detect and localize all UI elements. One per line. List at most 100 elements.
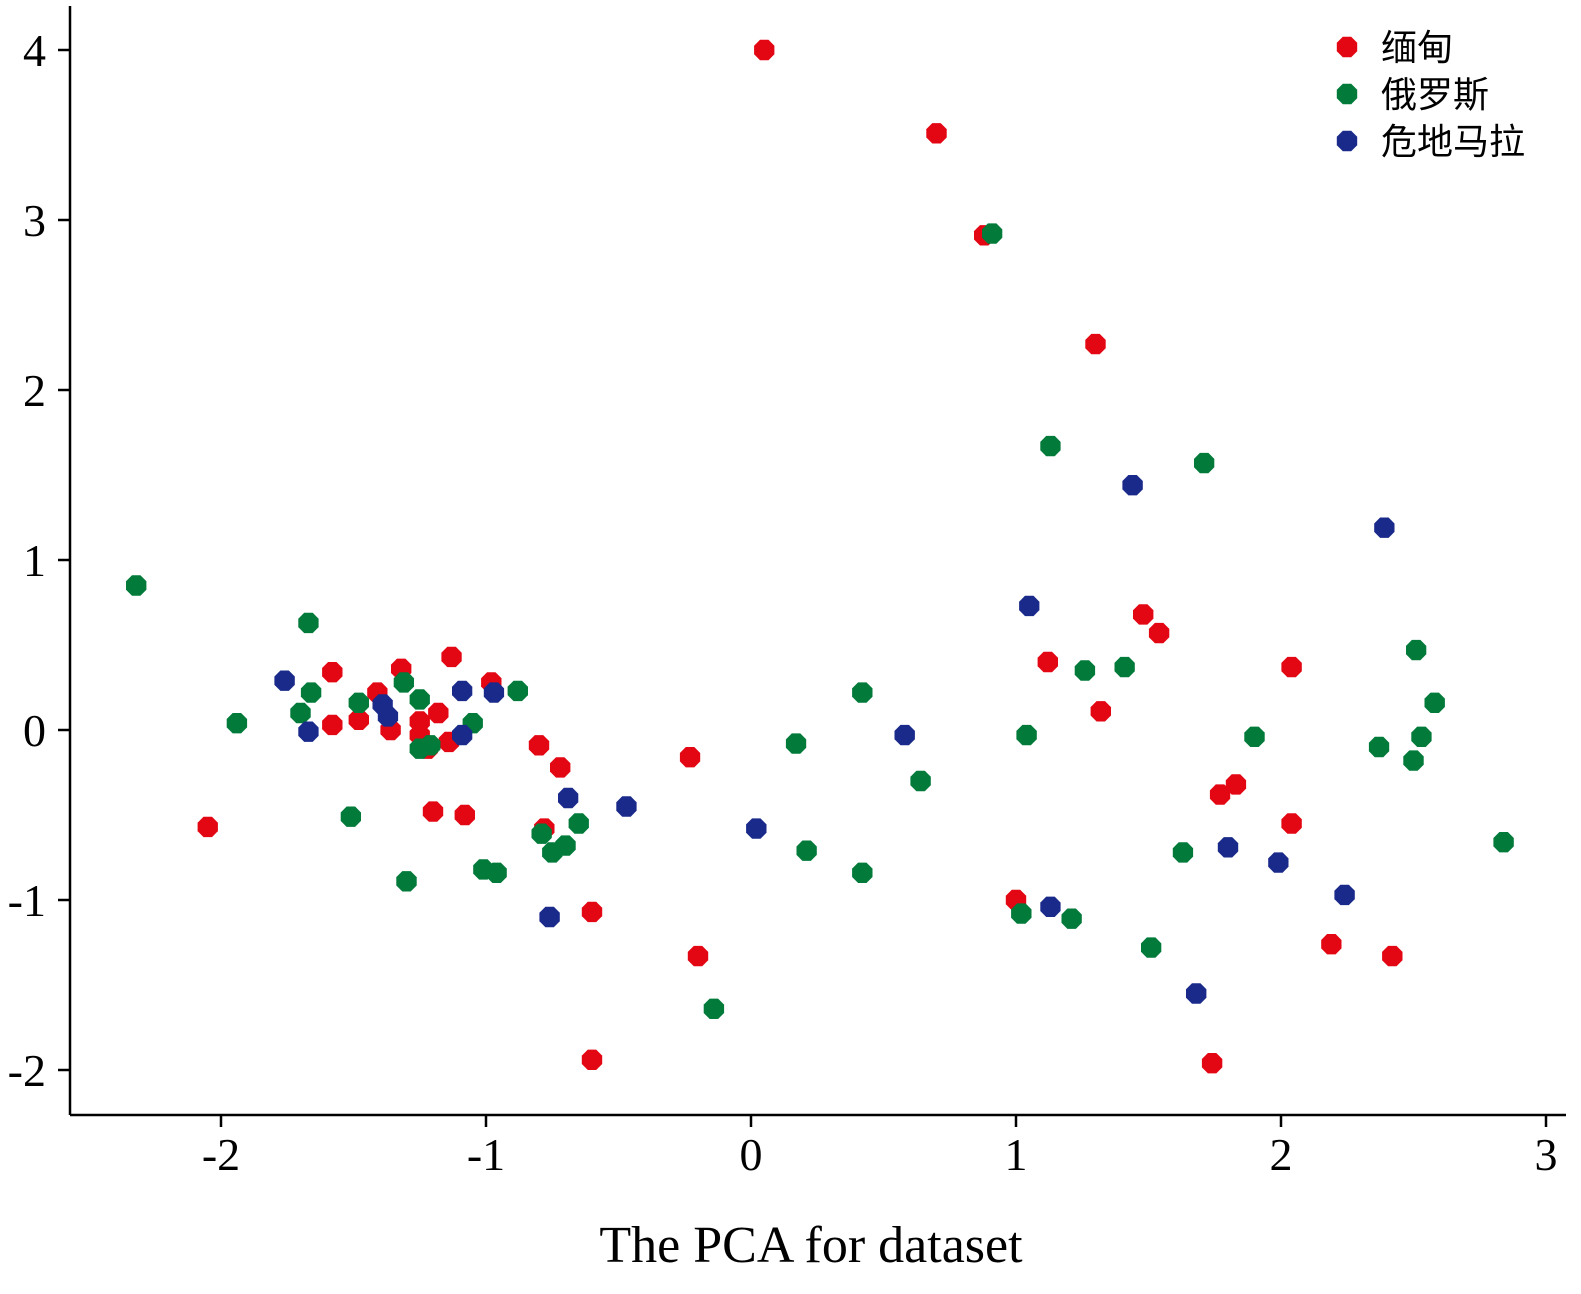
- data-point: [1217, 837, 1239, 858]
- data-point: [679, 747, 701, 768]
- data-point: [1321, 934, 1342, 955]
- data-point: [1403, 750, 1424, 771]
- data-point: [1019, 595, 1040, 617]
- data-point: [1037, 651, 1058, 673]
- data-point: [420, 735, 441, 756]
- data-point: [226, 713, 248, 734]
- data-point: [1268, 852, 1289, 873]
- data-point: [754, 39, 775, 61]
- x-tick-label: 3: [1535, 1129, 1558, 1180]
- y-tick-label: 3: [23, 195, 46, 246]
- data-point: [1382, 945, 1403, 967]
- data-point: [1493, 832, 1514, 853]
- data-point: [507, 680, 528, 702]
- x-axis: -2 -1 0 1 2 3: [70, 1113, 1566, 1180]
- data-point: [1172, 842, 1194, 863]
- data-point: [298, 612, 319, 634]
- data-point: [1244, 726, 1265, 747]
- data-point: [531, 823, 552, 844]
- data-point: [1148, 622, 1170, 644]
- data-point: [452, 724, 473, 746]
- data-point: [486, 862, 507, 883]
- x-axis-title: The PCA for dataset: [599, 1217, 1023, 1274]
- data-point: [1074, 660, 1096, 681]
- data-point: [340, 806, 361, 827]
- data-point: [616, 796, 637, 817]
- y-tick-label: 4: [23, 25, 46, 76]
- y-tick-label: -1: [8, 875, 46, 926]
- data-point: [1194, 452, 1215, 474]
- data-point: [926, 123, 947, 144]
- data-point: [1209, 784, 1231, 805]
- x-tick-label: -2: [202, 1129, 240, 1180]
- data-point: [348, 692, 369, 713]
- data-point: [555, 835, 576, 856]
- data-point: [703, 998, 725, 1019]
- data-point: [452, 680, 473, 702]
- x-tick-label: 1: [1005, 1129, 1028, 1180]
- y-axis: -2 -1 0 1 2 3 4: [8, 6, 72, 1115]
- data-point: [550, 757, 571, 778]
- data-point: [300, 682, 322, 703]
- data-point: [1186, 983, 1207, 1004]
- x-tick-label: -1: [467, 1129, 505, 1180]
- data-point: [852, 682, 873, 703]
- data-point: [1090, 701, 1111, 722]
- data-point: [1141, 937, 1162, 958]
- data-point: [377, 706, 399, 727]
- data-point: [1201, 1053, 1223, 1074]
- data-point: [894, 724, 915, 746]
- data-point: [1424, 692, 1445, 713]
- data-point: [197, 816, 218, 838]
- data-point: [298, 721, 319, 742]
- data-point: [796, 840, 817, 861]
- data-point: [581, 901, 603, 923]
- data-point: [528, 735, 550, 756]
- series-3-points: [274, 475, 1395, 1004]
- legend-label: 缅甸: [1381, 28, 1453, 69]
- data-point: [1011, 903, 1032, 924]
- y-tick-label: 1: [23, 535, 46, 586]
- data-point: [322, 662, 343, 683]
- data-point: [428, 702, 449, 724]
- data-point: [1374, 517, 1395, 538]
- data-point: [852, 862, 873, 883]
- data-point: [910, 770, 931, 792]
- data-point: [687, 945, 709, 967]
- data-point: [1334, 884, 1355, 906]
- data-point: [746, 818, 767, 839]
- data-points: [126, 39, 1514, 1074]
- data-point: [1040, 896, 1061, 917]
- data-point: [322, 714, 343, 736]
- data-point: [1225, 774, 1247, 795]
- data-point: [1122, 475, 1143, 496]
- data-point: [539, 906, 560, 928]
- data-point: [1368, 736, 1390, 758]
- data-point: [1085, 333, 1106, 355]
- legend-marker: [1336, 83, 1358, 105]
- data-point: [1114, 656, 1135, 678]
- data-point: [1281, 656, 1302, 678]
- data-point: [1133, 604, 1154, 625]
- data-point: [1281, 813, 1302, 834]
- data-point: [1411, 726, 1432, 747]
- data-point: [1061, 908, 1082, 929]
- data-point: [126, 575, 147, 596]
- data-point: [409, 689, 430, 710]
- data-point: [982, 223, 1003, 244]
- data-point: [785, 733, 807, 754]
- legend-marker: [1336, 36, 1358, 58]
- data-point: [290, 702, 311, 724]
- y-tick-label: 2: [23, 365, 46, 416]
- data-point: [454, 804, 475, 826]
- data-point: [1406, 639, 1427, 661]
- x-tick-label: 0: [740, 1129, 763, 1180]
- legend-label: 俄罗斯: [1381, 75, 1489, 116]
- series-1-points: [197, 39, 1403, 1074]
- data-point: [558, 787, 579, 809]
- data-point: [422, 801, 444, 822]
- series-2-points: [126, 223, 1514, 1019]
- x-tick-label: 2: [1270, 1129, 1293, 1180]
- data-point: [393, 672, 414, 693]
